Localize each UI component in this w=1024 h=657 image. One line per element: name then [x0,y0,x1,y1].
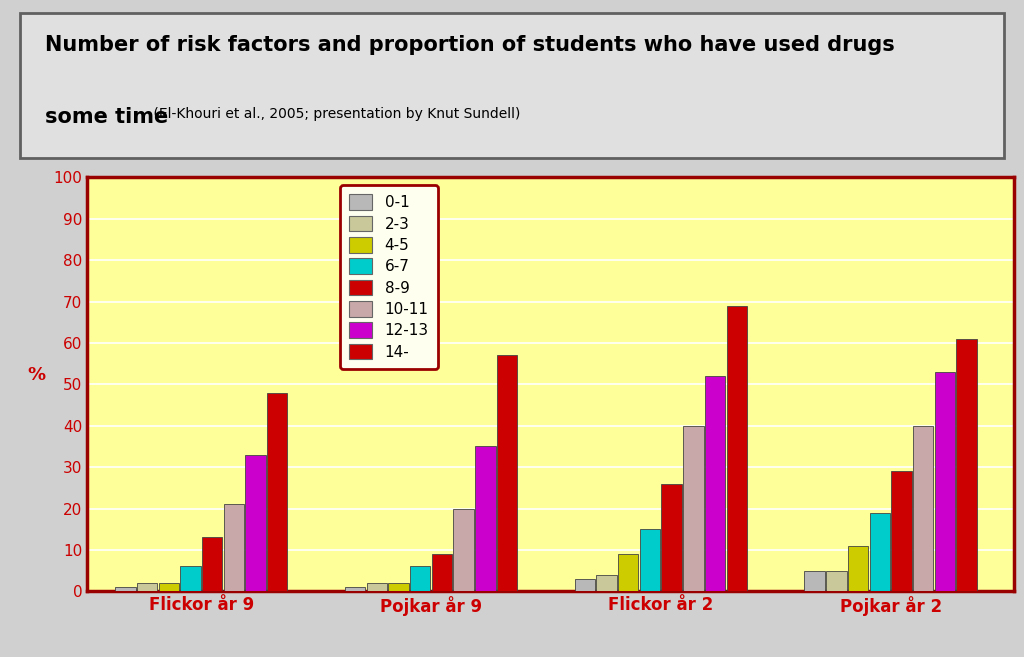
Bar [115,587,135,591]
Y-axis label: %: % [28,367,46,384]
Legend: 0-1, 2-3, 4-5, 6-7, 8-9, 10-11, 12-13, 14-: 0-1, 2-3, 4-5, 6-7, 8-9, 10-11, 12-13, 1… [340,185,438,369]
Text: Number of risk factors and proportion of students who have used drugs: Number of risk factors and proportion of… [45,35,895,55]
Bar [640,530,660,591]
Bar [956,339,977,591]
Bar [497,355,517,591]
Bar [159,583,179,591]
Bar [388,583,409,591]
Bar [574,579,595,591]
Bar [891,471,911,591]
Bar [180,566,201,591]
Bar [826,570,847,591]
Bar [432,554,453,591]
Bar [727,306,746,591]
Bar [662,484,682,591]
Bar [202,537,222,591]
Text: some time: some time [45,107,168,127]
Bar [869,512,890,591]
Bar [367,583,387,591]
Bar [345,587,366,591]
Bar [246,455,266,591]
Bar [267,393,288,591]
Bar [913,426,933,591]
Text: (El-Khouri et al., 2005; presentation by Knut Sundell): (El-Khouri et al., 2005; presentation by… [150,107,520,121]
Bar [454,509,474,591]
Bar [410,566,430,591]
Bar [935,372,955,591]
Bar [137,583,158,591]
Bar [475,447,496,591]
Bar [848,546,868,591]
Bar [596,575,616,591]
Bar [805,570,825,591]
Bar [618,554,639,591]
Bar [705,376,725,591]
Bar [223,505,244,591]
FancyBboxPatch shape [20,13,1004,158]
Bar [683,426,703,591]
